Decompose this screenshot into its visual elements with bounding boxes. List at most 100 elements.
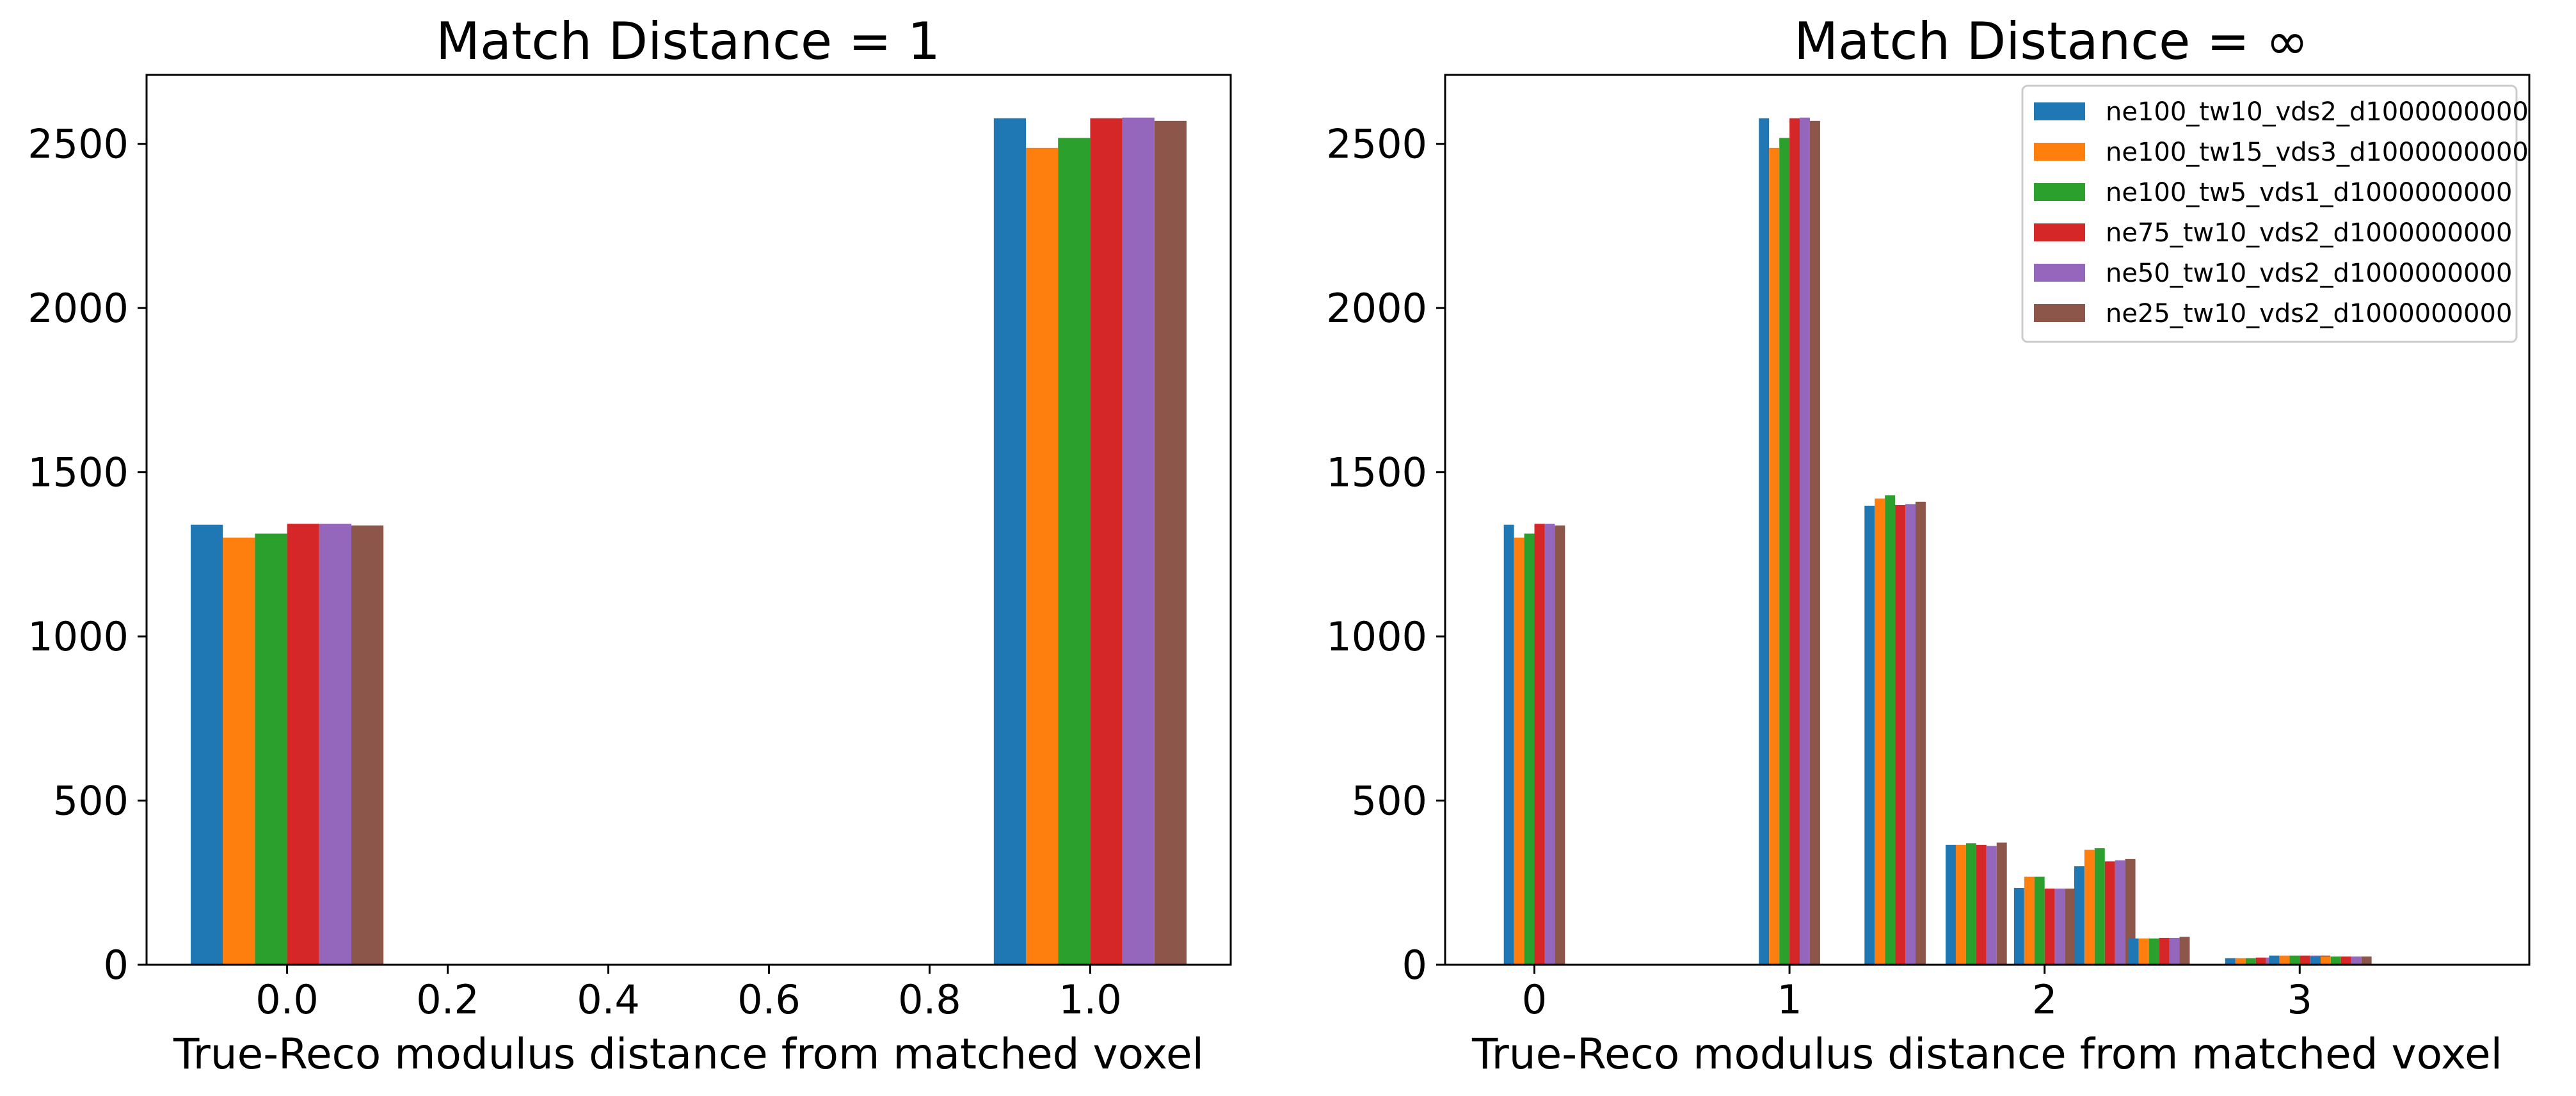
- legend-label: ne100_tw15_vds3_d1000000000: [2106, 138, 2529, 167]
- bar-ne75_tw10_vds2_d1000000000-group-3: [1976, 844, 1987, 965]
- bar-ne100_tw15_vds3_d1000000000-group-4: [2024, 876, 2035, 965]
- chart-match-distance-1: Match Distance = 1 0.0 0.2 0.4 0.6 0.8 1.0 0 5…: [28, 12, 1232, 1079]
- legend: ne100_tw10_vds2_d1000000000 ne100_tw15_vd…: [2021, 85, 2529, 343]
- bar-ne100_tw15_vds3_d1000000000-group-2: [1875, 498, 1885, 965]
- bar-ne50_tw10_vds2_d1000000000-group-9: [2351, 956, 2362, 965]
- bar-ne75_tw10_vds2_d1000000000-group-8: [2300, 955, 2310, 965]
- bar-ne50_tw10_vds2_d1000000000-group-2: [1905, 504, 1916, 965]
- x-tick-label: 0.4: [577, 976, 640, 1023]
- x-ticks: 0 1 2 3: [1522, 965, 2312, 1023]
- bar-ne75_tw10_vds2_d1000000000-group-5: [2104, 861, 2115, 965]
- y-tick-label: 500: [53, 778, 129, 825]
- bar-ne25_tw10_vds2_d1000000000-group-9: [2361, 956, 2372, 965]
- y-tick-label: 2500: [28, 121, 129, 168]
- legend-label: ne100_tw10_vds2_d1000000000: [2106, 97, 2529, 127]
- bar-ne50_tw10_vds2_d1000000000-group-5: [2115, 860, 2125, 965]
- bar-ne100_tw5_vds1_d1000000000-group-0: [1524, 533, 1535, 965]
- bar-ne50_tw10_vds2_d1000000000-group-4: [2054, 889, 2065, 965]
- x-tick-label: 3: [2287, 976, 2312, 1023]
- legend-label: ne75_tw10_vds2_d1000000000: [2106, 218, 2512, 248]
- y-tick-label: 1500: [28, 449, 129, 496]
- bar-ne100_tw5_vds1_d1000000000-group-1: [1058, 138, 1091, 965]
- bar-ne75_tw10_vds2_d1000000000-group-6: [2159, 937, 2170, 965]
- bar-ne100_tw5_vds1_d1000000000-group-8: [2289, 955, 2300, 965]
- bar-ne100_tw15_vds3_d1000000000-group-6: [2138, 938, 2149, 965]
- y-tick-label: 2000: [1326, 285, 1427, 332]
- bar-ne100_tw10_vds2_d1000000000-group-5: [2074, 866, 2084, 965]
- bar-ne100_tw10_vds2_d1000000000-group-4: [2013, 887, 2024, 965]
- bar-ne100_tw10_vds2_d1000000000-group-6: [2128, 938, 2139, 965]
- bar-ne25_tw10_vds2_d1000000000-group-3: [1996, 842, 2007, 965]
- bar-ne25_tw10_vds2_d1000000000-group-2: [1916, 501, 1926, 965]
- y-tick-label: 1000: [28, 613, 129, 660]
- chart-match-distance-infinity: Match Distance = ∞ 0 1 2 3 0 500 1000 1500 2000…: [1326, 12, 2531, 1079]
- x-axis-label: True-Reco modulus distance from matched …: [1471, 1029, 2502, 1079]
- bar-ne100_tw5_vds1_d1000000000-group-7: [2245, 958, 2256, 965]
- legend-entries: ne100_tw10_vds2_d1000000000 ne100_tw15_vd…: [2034, 97, 2529, 328]
- bar-ne100_tw10_vds2_d1000000000-group-7: [2225, 958, 2236, 965]
- bar-ne75_tw10_vds2_d1000000000-group-1: [1789, 118, 1800, 965]
- bar-ne25_tw10_vds2_d1000000000-group-6: [2179, 937, 2190, 965]
- x-tick-label: 0.8: [898, 976, 961, 1023]
- bar-ne100_tw10_vds2_d1000000000-group-0: [1503, 524, 1514, 965]
- bars: [191, 117, 1187, 965]
- bar-ne100_tw15_vds3_d1000000000-group-3: [1955, 844, 1966, 965]
- bar-ne100_tw15_vds3_d1000000000-group-0: [1514, 537, 1524, 965]
- legend-swatch: [2034, 264, 2085, 282]
- bar-ne50_tw10_vds2_d1000000000-group-6: [2169, 937, 2180, 965]
- bar-ne100_tw10_vds2_d1000000000-group-8: [2269, 955, 2280, 965]
- bar-ne75_tw10_vds2_d1000000000-group-4: [2044, 889, 2055, 965]
- bar-ne100_tw15_vds3_d1000000000-group-8: [2279, 955, 2290, 965]
- y-tick-label: 1500: [1326, 449, 1427, 496]
- bar-ne100_tw5_vds1_d1000000000-group-0: [255, 533, 287, 965]
- bar-ne100_tw10_vds2_d1000000000-group-1: [1759, 118, 1770, 965]
- bar-ne100_tw5_vds1_d1000000000-group-6: [2148, 938, 2159, 965]
- x-tick-label: 0.0: [255, 976, 319, 1023]
- bar-ne25_tw10_vds2_d1000000000-group-0: [351, 525, 384, 965]
- y-tick-label: 0: [104, 942, 129, 988]
- x-tick-label: 0.6: [737, 976, 801, 1023]
- bar-ne100_tw15_vds3_d1000000000-group-1: [1769, 147, 1780, 965]
- bar-ne75_tw10_vds2_d1000000000-group-9: [2340, 956, 2351, 965]
- legend-swatch: [2034, 183, 2085, 201]
- y-ticks: 0 500 1000 1500 2000 2500: [1326, 121, 1445, 988]
- bar-ne25_tw10_vds2_d1000000000-group-1: [1809, 120, 1820, 965]
- y-tick-label: 1000: [1326, 613, 1427, 660]
- bar-ne25_tw10_vds2_d1000000000-group-0: [1555, 525, 1565, 965]
- chart-title: Match Distance = 1: [436, 12, 940, 71]
- bar-ne75_tw10_vds2_d1000000000-group-0: [287, 524, 319, 965]
- bar-ne100_tw10_vds2_d1000000000-group-9: [2310, 956, 2321, 965]
- bar-ne100_tw15_vds3_d1000000000-group-9: [2320, 956, 2331, 965]
- legend-label: ne50_tw10_vds2_d1000000000: [2106, 259, 2512, 288]
- y-tick-label: 2500: [1326, 121, 1427, 168]
- x-tick-label: 2: [2032, 976, 2057, 1023]
- bar-ne100_tw10_vds2_d1000000000-group-0: [191, 524, 223, 965]
- bar-ne100_tw10_vds2_d1000000000-group-3: [1946, 844, 1956, 965]
- legend-frame: [2021, 85, 2518, 343]
- axes-frame: [1444, 74, 2531, 966]
- bar-ne25_tw10_vds2_d1000000000-group-4: [2065, 889, 2076, 965]
- x-ticks: 0.0 0.2 0.4 0.6 0.8 1.0: [255, 965, 1122, 1023]
- bar-ne100_tw5_vds1_d1000000000-group-4: [2034, 876, 2045, 965]
- bar-ne100_tw10_vds2_d1000000000-group-1: [993, 118, 1027, 965]
- bar-ne100_tw5_vds1_d1000000000-group-9: [2330, 956, 2341, 965]
- bar-ne100_tw10_vds2_d1000000000-group-2: [1864, 505, 1875, 965]
- bar-ne100_tw15_vds3_d1000000000-group-0: [223, 537, 255, 965]
- bar-ne25_tw10_vds2_d1000000000-group-5: [2125, 858, 2136, 965]
- bar-ne50_tw10_vds2_d1000000000-group-0: [319, 524, 351, 965]
- bar-ne75_tw10_vds2_d1000000000-group-7: [2255, 957, 2266, 965]
- x-axis-label: True-Reco modulus distance from matched …: [173, 1029, 1204, 1079]
- bar-ne100_tw5_vds1_d1000000000-group-5: [2094, 848, 2105, 965]
- bar-ne100_tw5_vds1_d1000000000-group-2: [1885, 495, 1896, 965]
- bar-ne100_tw5_vds1_d1000000000-group-3: [1965, 843, 1976, 965]
- x-tick-label: 1.0: [1059, 976, 1122, 1023]
- bars: [1503, 117, 2372, 965]
- legend-swatch: [2034, 304, 2085, 322]
- bar-ne75_tw10_vds2_d1000000000-group-1: [1090, 118, 1123, 965]
- bar-ne25_tw10_vds2_d1000000000-group-1: [1154, 120, 1187, 965]
- x-tick-label: 0.2: [416, 976, 479, 1023]
- chart-title: Match Distance = ∞: [1794, 12, 2308, 71]
- bar-ne100_tw15_vds3_d1000000000-group-5: [2084, 850, 2095, 965]
- y-tick-label: 500: [1352, 778, 1427, 825]
